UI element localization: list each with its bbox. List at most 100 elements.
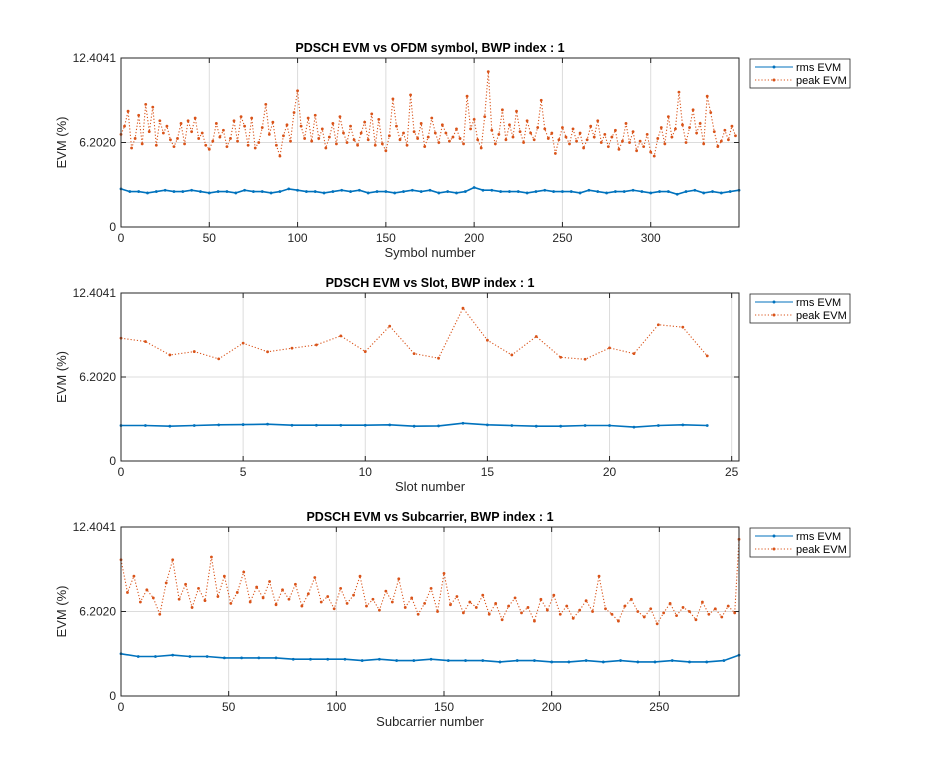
peak-evm-point [584,599,588,603]
peak-evm-point [147,130,151,134]
peak-evm-point [529,131,533,135]
rms-evm-point [455,191,458,195]
peak-evm-point [716,145,720,149]
peak-evm-point [684,141,688,144]
peak-evm-point [217,357,221,361]
peak-evm-point [204,143,208,147]
peak-evm-point [154,143,158,147]
x-tick-label: 50 [203,231,217,245]
peak-evm-point [578,608,582,612]
peak-evm-point [727,138,730,142]
peak-evm-point [504,138,508,142]
peak-evm-point [261,596,265,600]
peak-evm-point [320,127,324,131]
peak-evm-point [299,124,303,128]
peak-evm-point [604,607,607,611]
rms-evm-point [688,660,691,664]
rms-evm-point [309,657,312,661]
peak-evm-point [430,116,434,120]
rms-evm-point [636,660,640,664]
peak-evm-point [733,611,737,615]
peak-evm-point [635,149,638,153]
peak-evm-point [700,600,704,604]
y-tick-label: 6.2020 [79,370,116,384]
rms-evm-point [670,659,674,662]
rms-evm-point [601,660,605,664]
peak-evm-point [561,126,564,129]
peak-evm-point [508,123,511,127]
peak-evm-point [571,616,575,620]
rms-evm-point [393,191,397,195]
rms-evm-point [567,660,571,664]
peak-evm-point [433,131,437,135]
rms-evm-point [516,190,520,193]
x-tick-label: 0 [118,465,125,479]
rms-evm-point [257,656,261,660]
rms-evm-point [349,190,352,193]
peak-evm-point [632,352,636,355]
peak-evm-point [140,142,144,146]
rms-evm-point [653,660,657,664]
peak-evm-point [455,595,459,598]
peak-evm-point [179,122,183,125]
rms-evm-point [711,190,714,193]
rms-evm-point [154,190,158,193]
peak-evm-point [591,610,594,613]
peak-evm-point [663,142,667,146]
rms-evm-point [363,423,367,427]
peak-evm-point [377,117,381,121]
rms-evm-point [171,653,175,657]
rms-evm-point [596,190,600,193]
rms-evm-point [216,190,220,193]
rms-evm-point [534,424,538,428]
chart-title: PDSCH EVM vs Slot, BWP index : 1 [326,276,535,290]
peak-evm-point [339,334,343,338]
peak-evm-point [490,128,494,132]
rms-evm-point [608,424,611,427]
rms-evm-point [410,188,414,192]
peak-evm-point [268,580,271,583]
rms-evm-point [144,424,147,427]
rms-evm-point [274,656,278,660]
peak-evm-point [416,137,420,140]
peak-evm-point [222,574,226,578]
peak-evm-point [395,124,398,128]
peak-evm-point [294,582,297,586]
rms-evm-point [360,659,364,662]
rms-evm-point [287,187,291,191]
peak-evm-point [168,353,172,357]
peak-evm-point [324,146,328,150]
peak-evm-point [518,130,522,134]
peak-evm-point [412,130,416,134]
rms-evm-point [550,660,554,664]
peak-evm-point [559,355,563,359]
legend-entry: rms EVM [796,531,841,543]
peak-evm-point [236,139,239,143]
peak-evm-point [123,124,126,128]
rms-evm-point [649,191,653,195]
peak-evm-point [472,117,476,121]
rms-evm-point [552,190,555,193]
peak-evm-point [497,132,501,136]
peak-evm-point [211,139,215,143]
peak-evm-point [539,98,543,102]
peak-evm-point [317,137,321,140]
legend-marker [772,300,776,304]
peak-evm-point [656,137,660,140]
rms-evm-point [217,423,221,427]
peak-evm-point [533,619,536,623]
peak-evm-point [705,354,709,358]
peak-evm-point [409,93,412,97]
peak-evm-point [137,113,141,117]
rms-evm-point [534,190,538,193]
peak-evm-point [371,597,375,601]
peak-evm-point [315,343,318,347]
peak-evm-point [553,152,557,155]
legend-marker [772,78,776,82]
x-tick-label: 50 [222,700,236,714]
peak-evm-point [707,612,711,616]
peak-evm-point [214,122,218,125]
peak-evm-point [592,135,596,139]
rms-evm-point [207,191,211,195]
rms-evm-point [241,423,245,426]
